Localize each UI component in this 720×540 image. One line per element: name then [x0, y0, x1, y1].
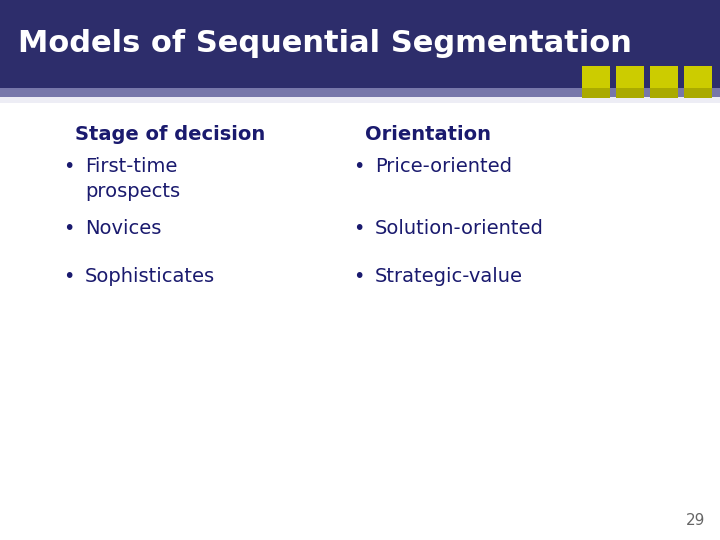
Text: 29: 29: [685, 513, 705, 528]
Text: •: •: [63, 219, 74, 238]
Text: •: •: [353, 157, 364, 176]
Bar: [582, 88, 610, 98]
Bar: [0, 88, 720, 97]
Bar: [582, 66, 610, 88]
Text: First-time
prospects: First-time prospects: [85, 157, 180, 201]
Text: •: •: [353, 267, 364, 286]
Text: Price-oriented: Price-oriented: [375, 157, 512, 176]
Text: Strategic-value: Strategic-value: [375, 267, 523, 286]
Text: Stage of decision: Stage of decision: [75, 125, 265, 144]
Bar: [684, 88, 712, 98]
Bar: [616, 88, 644, 98]
Text: •: •: [63, 267, 74, 286]
Text: Novices: Novices: [85, 219, 161, 238]
Text: Orientation: Orientation: [365, 125, 491, 144]
Text: Solution-oriented: Solution-oriented: [375, 219, 544, 238]
Bar: [650, 88, 678, 98]
Text: Models of Sequential Segmentation: Models of Sequential Segmentation: [18, 30, 632, 58]
Bar: [684, 66, 712, 88]
Bar: [0, 0, 720, 88]
Bar: [650, 66, 678, 88]
Text: Sophisticates: Sophisticates: [85, 267, 215, 286]
Bar: [0, 97, 720, 103]
Text: •: •: [353, 219, 364, 238]
Bar: [616, 66, 644, 88]
Text: •: •: [63, 157, 74, 176]
